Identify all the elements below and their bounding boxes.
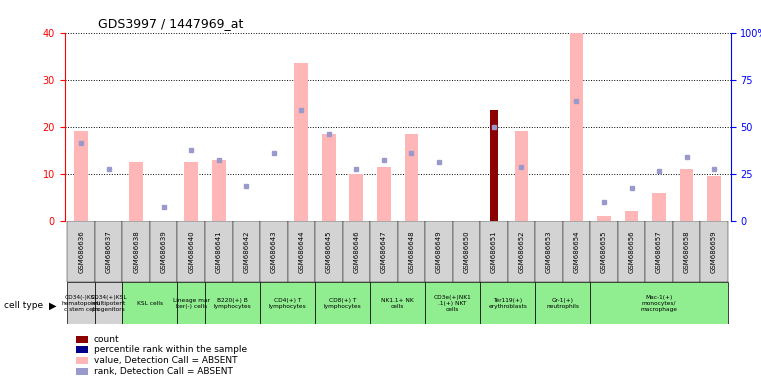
Bar bbox=[591, 221, 618, 282]
Text: GSM686652: GSM686652 bbox=[518, 230, 524, 273]
Bar bbox=[342, 221, 370, 282]
Bar bbox=[508, 221, 535, 282]
Bar bbox=[370, 221, 397, 282]
Text: NK1.1+ NK
cells: NK1.1+ NK cells bbox=[381, 298, 414, 309]
Bar bbox=[425, 282, 480, 324]
Text: GSM686646: GSM686646 bbox=[353, 230, 359, 273]
Bar bbox=[562, 221, 591, 282]
Bar bbox=[569, 33, 584, 221]
Bar bbox=[129, 162, 143, 221]
Bar bbox=[315, 221, 342, 282]
Bar bbox=[680, 169, 693, 221]
Bar bbox=[700, 221, 728, 282]
Text: cell type: cell type bbox=[4, 301, 43, 310]
Bar bbox=[75, 131, 88, 221]
Text: CD8(+) T
lymphocytes: CD8(+) T lymphocytes bbox=[323, 298, 361, 309]
Bar bbox=[123, 282, 177, 324]
Text: GSM686641: GSM686641 bbox=[216, 230, 221, 273]
Text: GSM686658: GSM686658 bbox=[683, 230, 689, 273]
Bar bbox=[707, 176, 721, 221]
Bar bbox=[205, 282, 260, 324]
Text: CD4(+) T
lymphocytes: CD4(+) T lymphocytes bbox=[269, 298, 307, 309]
Bar bbox=[322, 134, 336, 221]
Bar bbox=[233, 221, 260, 282]
Bar bbox=[150, 221, 177, 282]
Text: GSM686643: GSM686643 bbox=[271, 230, 277, 273]
Bar bbox=[377, 167, 390, 221]
Bar bbox=[370, 282, 425, 324]
Text: KSL cells: KSL cells bbox=[137, 301, 163, 306]
Text: GSM686659: GSM686659 bbox=[711, 230, 717, 273]
Bar bbox=[177, 221, 205, 282]
Text: GSM686651: GSM686651 bbox=[491, 230, 497, 273]
Bar bbox=[177, 282, 205, 324]
Bar bbox=[349, 174, 363, 221]
Text: GSM686636: GSM686636 bbox=[78, 230, 84, 273]
Bar bbox=[205, 221, 233, 282]
Text: GSM686649: GSM686649 bbox=[436, 230, 442, 273]
Text: GSM686644: GSM686644 bbox=[298, 230, 304, 273]
Bar bbox=[535, 221, 562, 282]
Text: GSM686639: GSM686639 bbox=[161, 230, 167, 273]
Bar bbox=[591, 282, 728, 324]
Bar bbox=[673, 221, 700, 282]
Bar bbox=[288, 221, 315, 282]
Text: count: count bbox=[94, 334, 119, 344]
Bar bbox=[480, 282, 535, 324]
Text: Gr-1(+)
neutrophils: Gr-1(+) neutrophils bbox=[546, 298, 579, 309]
Bar bbox=[260, 282, 315, 324]
Bar bbox=[425, 221, 453, 282]
Bar bbox=[453, 221, 480, 282]
Bar bbox=[535, 282, 591, 324]
Bar bbox=[68, 282, 95, 324]
Bar bbox=[123, 221, 150, 282]
Text: CD34(+)KSL
multipotent
progenitors: CD34(+)KSL multipotent progenitors bbox=[91, 295, 127, 312]
Bar bbox=[184, 162, 198, 221]
Text: GDS3997 / 1447969_at: GDS3997 / 1447969_at bbox=[98, 17, 244, 30]
Text: CD34(-)KSL
hematopoieti
c stem cells: CD34(-)KSL hematopoieti c stem cells bbox=[62, 295, 100, 312]
Text: CD3e(+)NK1
.1(+) NKT
cells: CD3e(+)NK1 .1(+) NKT cells bbox=[434, 295, 472, 312]
Bar bbox=[480, 221, 508, 282]
Text: GSM686656: GSM686656 bbox=[629, 230, 635, 273]
Text: rank, Detection Call = ABSENT: rank, Detection Call = ABSENT bbox=[94, 367, 232, 376]
Bar bbox=[514, 131, 528, 221]
Text: percentile rank within the sample: percentile rank within the sample bbox=[94, 345, 247, 354]
Text: GSM686654: GSM686654 bbox=[574, 230, 579, 273]
Text: ▶: ▶ bbox=[49, 300, 57, 310]
Text: GSM686647: GSM686647 bbox=[380, 230, 387, 273]
Text: Lineage mar
ker(-) cells: Lineage mar ker(-) cells bbox=[173, 298, 210, 309]
Bar bbox=[652, 193, 666, 221]
Text: GSM686645: GSM686645 bbox=[326, 230, 332, 273]
Bar bbox=[260, 221, 288, 282]
Text: GSM686657: GSM686657 bbox=[656, 230, 662, 273]
Bar bbox=[212, 160, 226, 221]
Bar bbox=[315, 282, 370, 324]
Text: GSM686648: GSM686648 bbox=[409, 230, 415, 273]
Text: GSM686655: GSM686655 bbox=[601, 230, 607, 273]
Text: value, Detection Call = ABSENT: value, Detection Call = ABSENT bbox=[94, 356, 237, 365]
Bar bbox=[397, 221, 425, 282]
Text: Mac-1(+)
monocytes/
macrophage: Mac-1(+) monocytes/ macrophage bbox=[641, 295, 677, 312]
Bar bbox=[95, 221, 123, 282]
Bar bbox=[95, 282, 123, 324]
Bar bbox=[295, 63, 308, 221]
Bar bbox=[625, 211, 638, 221]
Text: GSM686638: GSM686638 bbox=[133, 230, 139, 273]
Text: GSM686637: GSM686637 bbox=[106, 230, 112, 273]
Bar bbox=[645, 221, 673, 282]
Text: GSM686640: GSM686640 bbox=[188, 230, 194, 273]
Text: B220(+) B
lymphocytes: B220(+) B lymphocytes bbox=[214, 298, 251, 309]
Bar bbox=[597, 216, 611, 221]
Bar bbox=[490, 110, 498, 221]
Text: GSM686653: GSM686653 bbox=[546, 230, 552, 273]
Text: Ter119(+)
erythroblasts: Ter119(+) erythroblasts bbox=[489, 298, 527, 309]
Bar bbox=[68, 221, 95, 282]
Bar bbox=[405, 134, 419, 221]
Text: GSM686642: GSM686642 bbox=[244, 230, 250, 273]
Bar bbox=[618, 221, 645, 282]
Text: GSM686650: GSM686650 bbox=[463, 230, 470, 273]
